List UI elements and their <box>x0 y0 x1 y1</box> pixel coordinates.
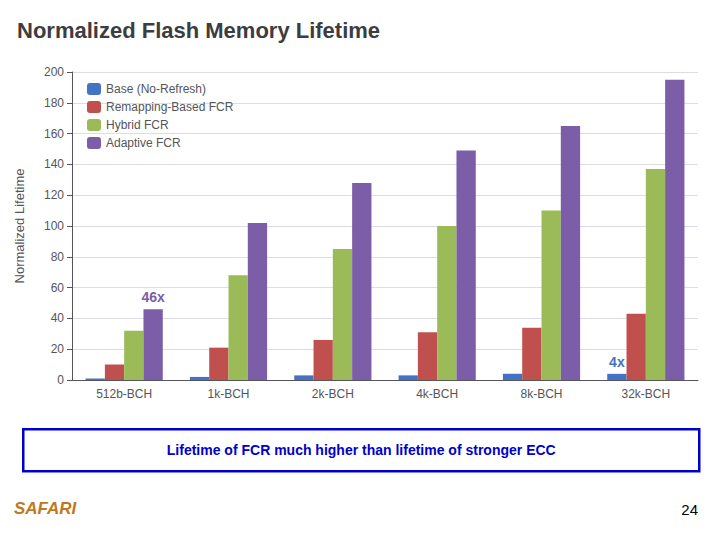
svg-text:SAFARI: SAFARI <box>14 499 78 518</box>
svg-text:46x: 46x <box>141 289 165 305</box>
svg-text:Remapping-Based FCR: Remapping-Based FCR <box>106 100 234 114</box>
svg-text:60: 60 <box>51 281 65 295</box>
svg-text:512b-BCH: 512b-BCH <box>96 387 152 401</box>
svg-text:Lifetime of FCR much higher th: Lifetime of FCR much higher than lifetim… <box>167 442 556 458</box>
svg-text:140: 140 <box>44 157 64 171</box>
svg-text:0: 0 <box>57 373 64 387</box>
svg-text:100: 100 <box>44 219 64 233</box>
svg-text:20: 20 <box>51 342 65 356</box>
svg-text:120: 120 <box>44 188 64 202</box>
svg-text:Hybrid FCR: Hybrid FCR <box>106 118 169 132</box>
svg-text:Base (No-Refresh): Base (No-Refresh) <box>106 82 206 96</box>
svg-text:40: 40 <box>51 311 65 325</box>
svg-text:Adaptive FCR: Adaptive FCR <box>106 136 181 150</box>
svg-text:1k-BCH: 1k-BCH <box>207 387 249 401</box>
svg-text:Normalized Lifetime: Normalized Lifetime <box>12 169 27 284</box>
svg-text:32k-BCH: 32k-BCH <box>621 387 670 401</box>
svg-text:160: 160 <box>44 127 64 141</box>
svg-text:8k-BCH: 8k-BCH <box>520 387 562 401</box>
svg-text:80: 80 <box>51 250 65 264</box>
svg-text:Normalized Flash Memory Lifeti: Normalized Flash Memory Lifetime <box>17 18 380 43</box>
svg-text:180: 180 <box>44 96 64 110</box>
svg-text:24: 24 <box>681 501 698 518</box>
svg-text:200: 200 <box>44 65 64 79</box>
svg-text:4k-BCH: 4k-BCH <box>416 387 458 401</box>
svg-text:2k-BCH: 2k-BCH <box>312 387 354 401</box>
svg-text:4x: 4x <box>609 354 625 370</box>
